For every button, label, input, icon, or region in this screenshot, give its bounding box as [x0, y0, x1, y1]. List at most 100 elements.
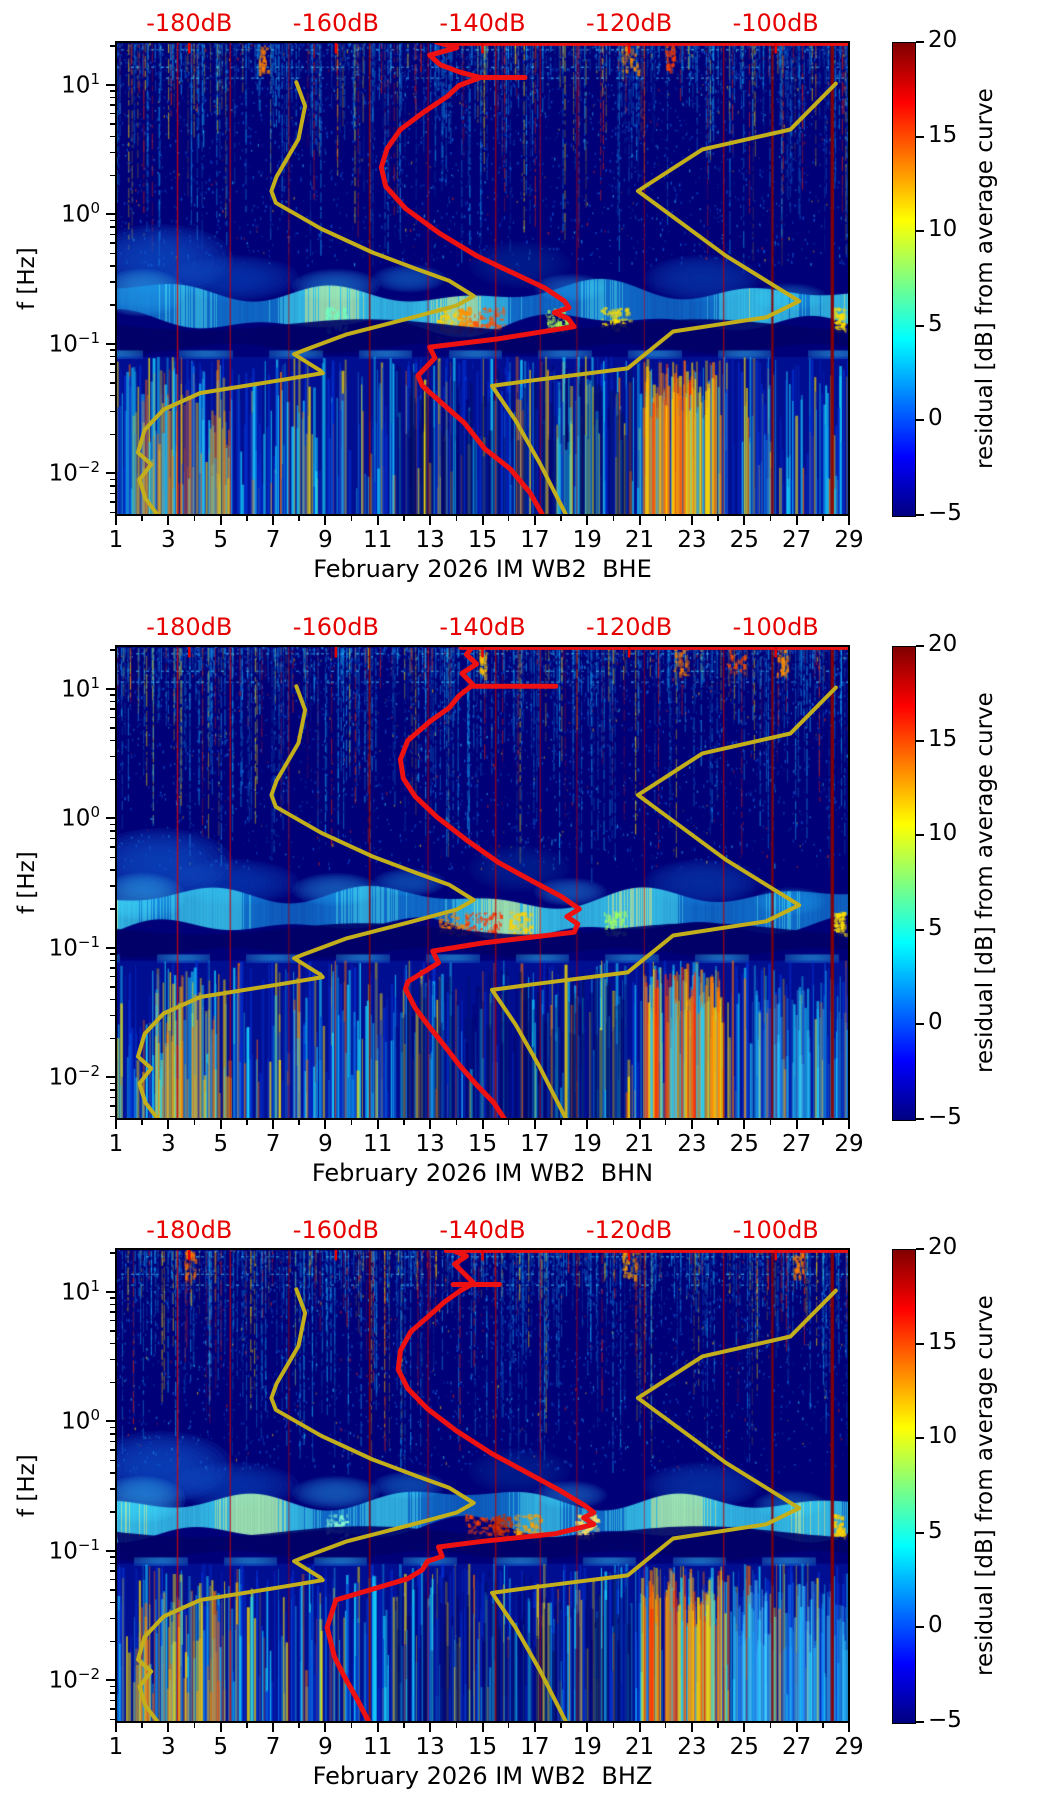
top-axis-db-label: -100dB [732, 613, 819, 641]
top-axis-db-label: -100dB [732, 9, 819, 37]
colorbar-tick-label: 15 [928, 725, 958, 752]
y-minor-tick [110, 998, 115, 1001]
y-tick-base: 10 [61, 676, 91, 703]
x-tick-label: 13 [415, 527, 445, 553]
y-tick-label: 10−1 [38, 933, 100, 962]
x-major-tick [533, 516, 536, 525]
y-major-tick [106, 946, 115, 949]
x-tick-label: 5 [213, 1131, 229, 1157]
colorbar-tick-label: 10 [928, 820, 958, 847]
y-tick-base: 10 [61, 72, 91, 99]
colorbar [892, 42, 916, 517]
x-major-tick [324, 1120, 327, 1129]
y-minor-tick [110, 355, 115, 358]
colorbar-tick [916, 1118, 924, 1120]
y-tick-base: 10 [61, 1409, 91, 1436]
x-tick-label: 25 [729, 1734, 759, 1760]
y-minor-tick [110, 986, 115, 988]
x-minor-tick [717, 1120, 719, 1125]
y-minor-tick [110, 727, 115, 729]
y-minor-tick [110, 739, 115, 742]
y-tick-exponent: −2 [77, 1665, 100, 1684]
y-tick-exponent: −1 [77, 328, 100, 347]
curves-overlay [136, 42, 849, 515]
colorbar [892, 646, 916, 1121]
x-major-tick [690, 1120, 693, 1129]
x-tick-label: 17 [520, 527, 550, 553]
y-minor-tick [110, 1708, 115, 1710]
noise-model-low-curve [136, 1287, 476, 1722]
x-tick-label: 11 [363, 1734, 393, 1760]
y-minor-tick [110, 1699, 115, 1702]
colorbar-tick-label: 5 [928, 1517, 943, 1544]
x-minor-tick [246, 1120, 248, 1125]
x-major-tick [115, 1723, 117, 1732]
y-minor-tick [110, 823, 115, 826]
colorbar-tick [916, 834, 924, 837]
y-tick-label: 10−2 [38, 458, 100, 487]
x-tick-label: 27 [782, 527, 812, 553]
x-tick-label: 7 [265, 1734, 281, 1760]
x-tick-label: 29 [834, 1131, 864, 1157]
x-major-tick [324, 516, 327, 525]
x-tick-label: 15 [467, 527, 498, 553]
x-major-tick [795, 516, 798, 525]
y-tick-exponent: 0 [90, 803, 100, 822]
x-tick-label: 11 [363, 527, 393, 553]
y-tick-exponent: −1 [77, 1535, 100, 1554]
top-axis-db-label: -180dB [146, 613, 233, 641]
x-minor-tick [298, 1723, 300, 1728]
top-axis-db-label: -140dB [439, 1216, 526, 1244]
y-tick-label: 100 [38, 803, 100, 832]
x-minor-tick [403, 1120, 405, 1125]
x-tick-label: 17 [520, 1131, 550, 1157]
y-major-tick [106, 83, 115, 86]
colorbar-tick [916, 1342, 924, 1345]
y-minor-tick [110, 953, 115, 955]
colorbar-tick [916, 1437, 924, 1440]
x-axis-title: February 2026 IM WB2 BHN [311, 1159, 654, 1187]
y-minor-tick [110, 135, 115, 138]
spectrogram-panel-bhe: -180dB -160dB -140dB -120dB -100dB 1 3 5 7 9 11 13 1… [0, 0, 1052, 604]
spectrogram-canvas [116, 1249, 849, 1722]
y-tick-label: 101 [38, 1277, 100, 1306]
x-major-tick [690, 516, 693, 525]
x-major-tick [586, 1120, 589, 1129]
plot-area [116, 42, 849, 515]
x-major-tick [272, 516, 275, 525]
y-minor-tick [110, 349, 115, 351]
y-minor-tick [110, 492, 115, 495]
y-minor-tick [110, 1511, 115, 1513]
y-minor-tick [110, 1459, 115, 1462]
colorbar-tick-label: −5 [928, 1707, 962, 1733]
y-minor-tick [110, 371, 115, 374]
y-tick-label: 101 [38, 70, 100, 99]
colorbar-tick-label: 10 [928, 216, 958, 243]
x-major-tick [848, 1120, 850, 1129]
x-minor-tick [822, 516, 824, 521]
x-tick-label: 23 [677, 1131, 707, 1157]
x-minor-tick [141, 516, 143, 521]
y-minor-tick [110, 123, 115, 125]
x-major-tick [272, 1723, 275, 1732]
x-minor-tick [507, 1723, 510, 1728]
y-major-tick [106, 472, 115, 475]
x-major-tick [167, 1120, 170, 1129]
x-minor-tick [246, 1723, 248, 1728]
top-axis-db-label: -120dB [586, 613, 673, 641]
y-minor-tick [110, 1570, 115, 1572]
y-minor-tick [110, 869, 115, 871]
y-minor-tick [110, 1297, 115, 1299]
x-tick-label: 1 [108, 1734, 124, 1760]
average-spectrum-curve [324, 1249, 597, 1722]
y-minor-tick [110, 1358, 115, 1361]
x-minor-tick [507, 1120, 510, 1125]
spectrogram-canvas [116, 646, 849, 1119]
top-axis-db-label: -160dB [292, 9, 379, 37]
x-tick-label: 9 [318, 1734, 333, 1760]
y-minor-tick [110, 501, 115, 503]
colorbar-tick [916, 1023, 924, 1026]
y-minor-tick [110, 511, 115, 514]
y-minor-tick [110, 1617, 115, 1620]
x-minor-tick [455, 1723, 458, 1728]
